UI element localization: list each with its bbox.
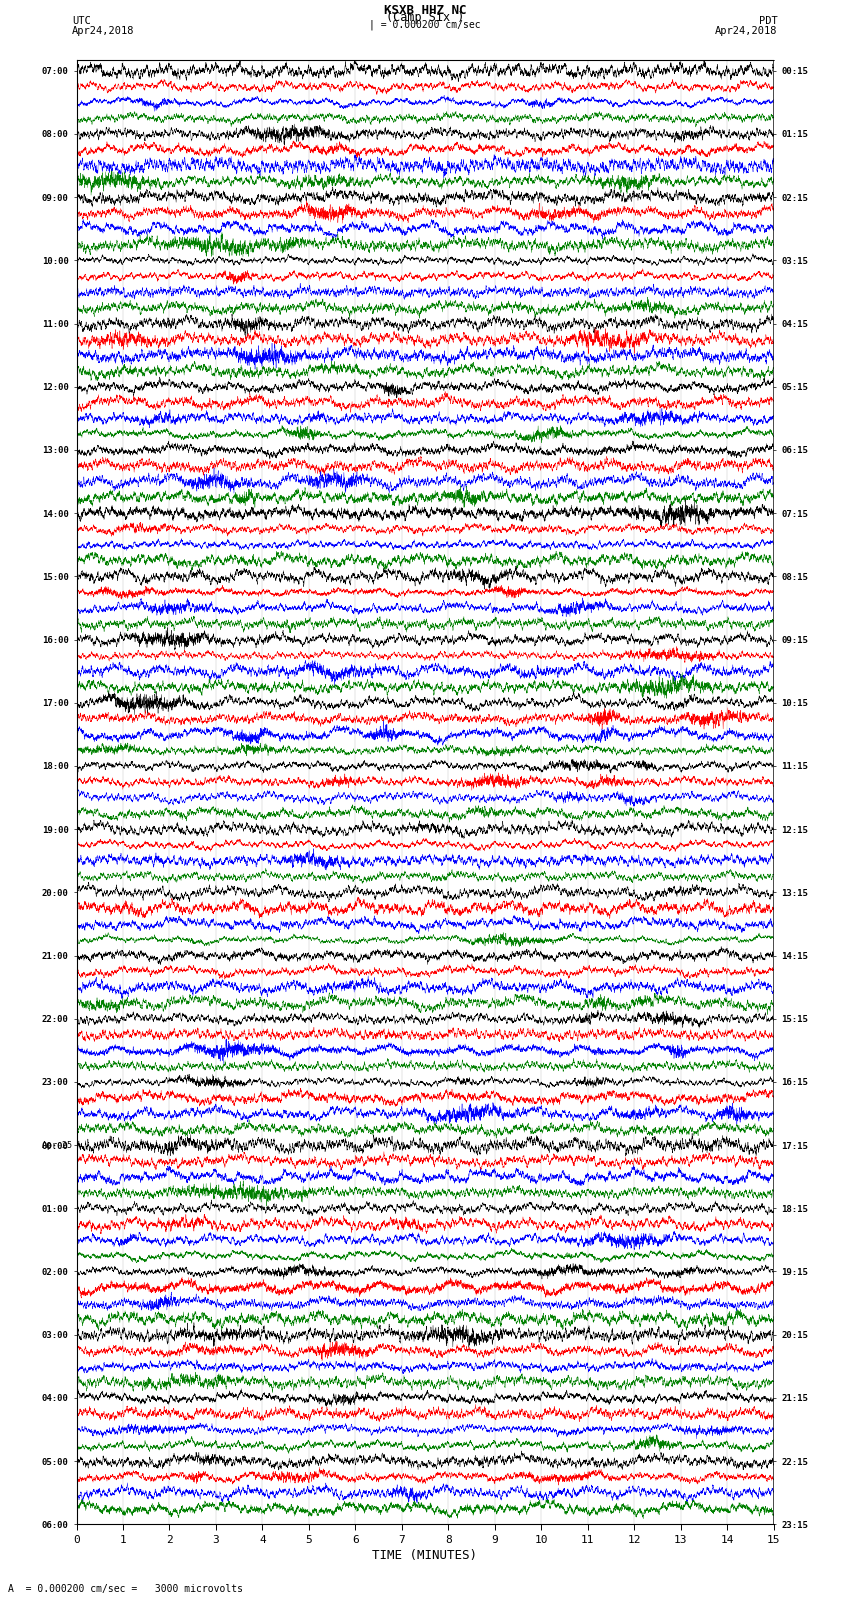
Text: Apr 25: Apr 25 (42, 1140, 72, 1150)
Text: | = 0.000200 cm/sec: | = 0.000200 cm/sec (369, 19, 481, 31)
Text: Apr24,2018: Apr24,2018 (715, 26, 778, 35)
X-axis label: TIME (MINUTES): TIME (MINUTES) (372, 1548, 478, 1561)
Text: PDT: PDT (759, 16, 778, 26)
Text: Apr24,2018: Apr24,2018 (72, 26, 135, 35)
Text: (Camp Six ): (Camp Six ) (386, 11, 464, 24)
Text: A  = 0.000200 cm/sec =   3000 microvolts: A = 0.000200 cm/sec = 3000 microvolts (8, 1584, 243, 1594)
Text: UTC: UTC (72, 16, 91, 26)
Text: KSXB HHZ NC: KSXB HHZ NC (383, 5, 467, 18)
